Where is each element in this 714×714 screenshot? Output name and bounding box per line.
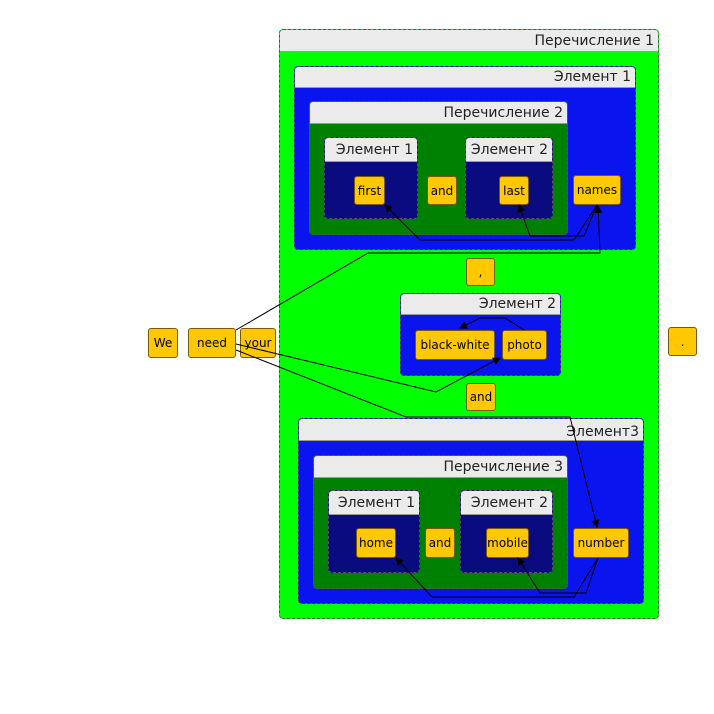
token-black-white: black-white <box>415 330 495 360</box>
token-comma: , <box>466 258 495 286</box>
enumeration-2-element-2-header: Элемент 2 <box>466 138 552 162</box>
token-number: number <box>573 528 629 558</box>
element-3-header: Элемент3 <box>299 419 643 441</box>
enumeration-2-element-1-header: Элемент 1 <box>325 138 417 162</box>
token-photo: photo <box>502 330 547 360</box>
token-mobile: mobile <box>486 528 529 558</box>
enumeration-1-header: Перечисление 1 <box>280 30 658 52</box>
enumeration-3-element-2-header: Элемент 2 <box>461 491 552 515</box>
token-and-2: and <box>466 383 496 411</box>
token-your: your <box>240 328 276 358</box>
token-last: last <box>499 176 529 205</box>
token-home: home <box>356 528 396 558</box>
token-period: . <box>668 327 697 356</box>
token-need: need <box>188 328 236 358</box>
element-1-header: Элемент 1 <box>295 67 635 88</box>
element-2-header: Элемент 2 <box>401 294 560 315</box>
token-and-1: and <box>427 176 457 205</box>
enumeration-3-element-1-header: Элемент 1 <box>329 491 419 515</box>
token-first: first <box>354 176 385 205</box>
token-and-3: and <box>425 528 455 558</box>
token-names: names <box>573 175 621 205</box>
enumeration-2-header: Перечисление 2 <box>310 102 567 124</box>
token-we: We <box>148 328 178 358</box>
enumeration-3-header: Перечисление 3 <box>314 456 567 478</box>
